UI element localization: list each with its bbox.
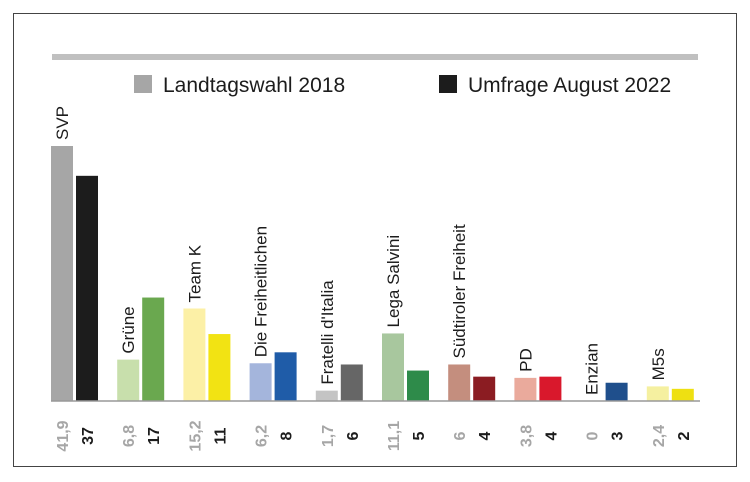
category-label-sudtiroler-freiheit: Südtiroler Freiheit — [450, 224, 469, 358]
value-label-2022-pd: 4 — [543, 431, 560, 440]
top-rule — [52, 54, 698, 60]
legend-label-2018: Landtagswahl 2018 — [163, 74, 345, 97]
category-label-fratelli-d-italia: Fratelli d'Italia — [318, 280, 337, 385]
bar-2018-svp — [51, 146, 73, 401]
value-label-2018-svp: 41,9 — [55, 420, 72, 451]
bar-2018-team-k — [183, 308, 206, 401]
value-label-2018-lega-salvini: 11,1 — [386, 421, 403, 451]
value-label-2018-sudtiroler-freiheit: 6 — [452, 431, 469, 440]
bar-2018-pd — [514, 377, 537, 401]
value-label-2022-enzian: 3 — [610, 431, 627, 440]
category-label-enzian: Enzian — [583, 343, 602, 395]
value-label-2018-team-k: 15,2 — [187, 420, 204, 451]
bar-2022-sudtiroler-freiheit — [473, 376, 496, 401]
bar-2018-grune — [117, 359, 140, 401]
bar-2022-svp — [76, 175, 98, 401]
bars: SVP 41,9 37 Grüne 6,8 17 Team K 15,2 11 Die Freih… — [51, 106, 694, 452]
category-label-grune: Grüne — [119, 306, 138, 353]
bar-2022-die-freiheitlichen — [274, 352, 297, 401]
bar-2022-m5s — [671, 388, 694, 401]
legend-swatch-2018 — [134, 75, 152, 93]
value-label-2018-die-freiheitlichen: 6,2 — [254, 425, 271, 447]
bar-2018-fratelli-d-italia — [315, 390, 338, 401]
category-label-svp: SVP — [53, 106, 72, 140]
bar-2022-fratelli-d-italia — [340, 364, 363, 401]
bar-chart: Landtagswahl 2018 Umfrage August 2022 SV… — [51, 54, 700, 452]
legend-swatch-2022 — [439, 75, 457, 93]
bar-2018-die-freiheitlichen — [249, 363, 272, 401]
value-label-2018-grune: 6,8 — [121, 425, 138, 447]
bar-2022-pd — [539, 376, 562, 401]
bar-2018-sudtiroler-freiheit — [448, 364, 471, 401]
value-label-2022-die-freiheitlichen: 8 — [279, 431, 296, 440]
bar-2022-grune — [142, 297, 165, 401]
value-label-2018-m5s: 2,4 — [651, 425, 668, 447]
chart-frame: Landtagswahl 2018 Umfrage August 2022 SV… — [13, 13, 737, 467]
value-label-2022-lega-salvini: 5 — [411, 431, 428, 440]
value-label-2018-enzian: 0 — [585, 431, 602, 440]
value-label-2022-sudtiroler-freiheit: 4 — [477, 431, 494, 440]
value-label-2018-fratelli-d-italia: 1,7 — [320, 425, 337, 447]
category-label-team-k: Team K — [185, 244, 204, 302]
value-label-2022-grune: 17 — [146, 427, 163, 445]
bar-2022-enzian — [605, 382, 628, 401]
bar-2018-lega-salvini — [382, 333, 404, 401]
category-label-lega-salvini: Lega Salvini — [384, 235, 403, 328]
value-label-2022-m5s: 2 — [676, 431, 693, 440]
category-label-pd: PD — [516, 348, 535, 372]
value-label-2022-fratelli-d-italia: 6 — [345, 431, 362, 440]
bar-2018-m5s — [646, 386, 669, 401]
value-label-2018-pd: 3,8 — [518, 425, 535, 447]
bar-2022-team-k — [208, 334, 231, 401]
bar-2022-lega-salvini — [407, 370, 429, 401]
category-label-die-freiheitlichen: Die Freiheitlichen — [252, 226, 271, 357]
value-label-2022-svp: 37 — [80, 427, 97, 445]
legend: Landtagswahl 2018 Umfrage August 2022 — [134, 74, 671, 97]
legend-label-2022: Umfrage August 2022 — [468, 74, 671, 97]
value-label-2022-team-k: 11 — [212, 427, 229, 444]
category-label-m5s: M5s — [649, 348, 668, 380]
